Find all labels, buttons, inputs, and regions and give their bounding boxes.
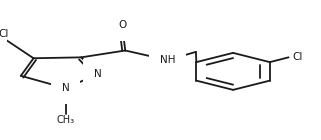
Text: Cl: Cl: [0, 29, 9, 39]
Text: O: O: [118, 20, 126, 30]
Text: N: N: [93, 69, 101, 79]
Text: N: N: [62, 83, 69, 93]
Text: Cl: Cl: [292, 52, 303, 62]
Text: CH₃: CH₃: [56, 115, 75, 125]
Text: NH: NH: [160, 55, 175, 65]
